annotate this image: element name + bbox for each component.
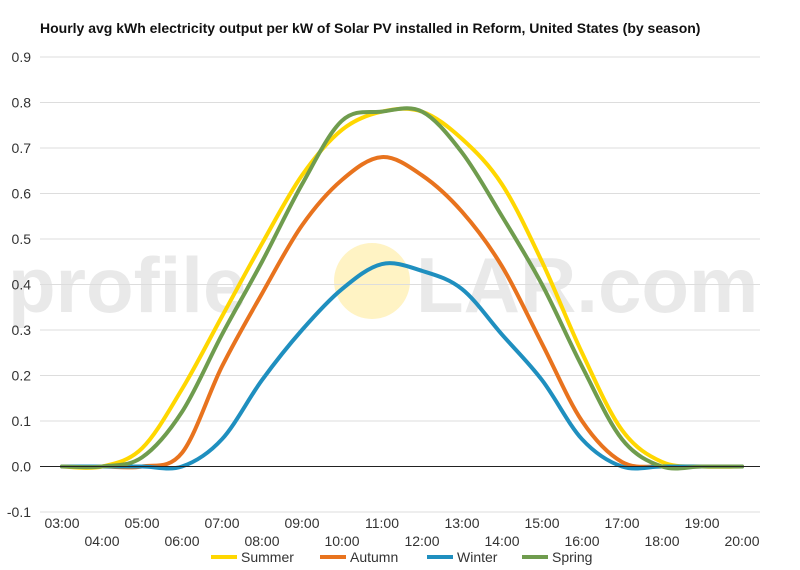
x-tick-label: 20:00: [724, 533, 759, 549]
chart-title: Hourly avg kWh electricity output per kW…: [40, 20, 700, 36]
series-line-spring: [60, 106, 744, 471]
x-tick-label: 18:00: [644, 533, 679, 549]
y-tick-label: 0.9: [12, 49, 32, 65]
legend-label-summer: Summer: [241, 549, 294, 565]
x-tick-label: 08:00: [244, 533, 279, 549]
x-tick-label: 10:00: [324, 533, 359, 549]
y-tick-label: 0.0: [12, 459, 32, 475]
x-tick-label: 03:00: [44, 515, 79, 531]
y-tick-label: 0.2: [12, 368, 32, 384]
y-tick-label: 0.8: [12, 95, 32, 111]
x-tick-label: 06:00: [164, 533, 199, 549]
legend-label-autumn: Autumn: [350, 549, 398, 565]
legend-label-spring: Spring: [552, 549, 592, 565]
watermark-sun-icon: [334, 243, 410, 319]
x-tick-label: 13:00: [444, 515, 479, 531]
y-tick-label: 0.1: [12, 413, 32, 429]
x-tick-label: 17:00: [604, 515, 639, 531]
grid: [40, 56, 760, 513]
x-tick-label: 07:00: [204, 515, 239, 531]
y-tick-label: -0.1: [7, 504, 31, 520]
series-line-autumn: [60, 155, 744, 470]
y-tick-label: 0.3: [12, 322, 32, 338]
y-tick-label: 0.7: [12, 140, 32, 156]
y-tick-label: 0.4: [12, 277, 32, 293]
x-tick-label: 04:00: [84, 533, 119, 549]
axes: 0.9 0.8 0.7 0.6 0.5 0.4 0.3 0.2 0.1 0.0 -0.1 03:00 0…: [7, 49, 760, 549]
x-tick-label: 11:00: [365, 515, 399, 531]
x-tick-label: 12:00: [404, 533, 439, 549]
x-tick-label: 09:00: [284, 515, 319, 531]
legend-label-winter: Winter: [457, 549, 498, 565]
x-tick-label: 14:00: [484, 533, 519, 549]
x-tick-label: 05:00: [124, 515, 159, 531]
y-tick-label: 0.5: [12, 231, 32, 247]
x-tick-label: 16:00: [564, 533, 599, 549]
x-tick-label: 19:00: [684, 515, 719, 531]
y-tick-label: 0.6: [12, 186, 32, 202]
x-tick-label: 15:00: [524, 515, 559, 531]
legend: Summer Autumn Winter Spring: [211, 549, 592, 565]
